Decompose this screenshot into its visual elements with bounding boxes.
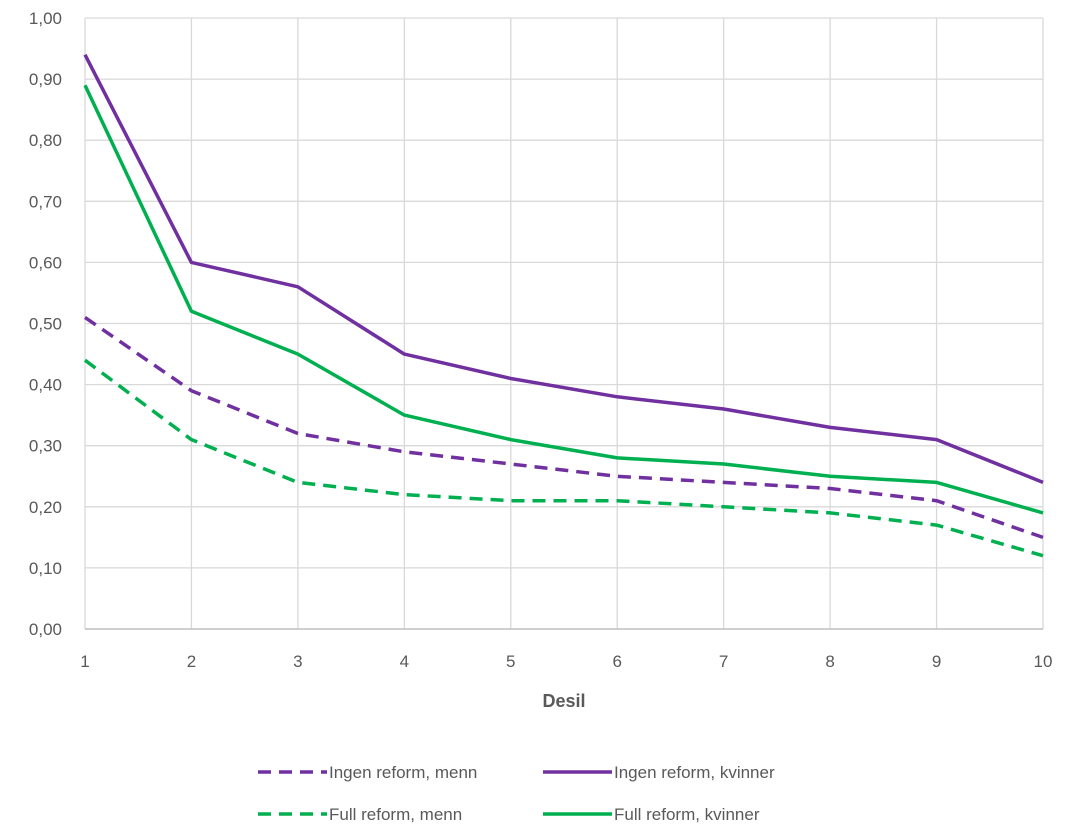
x-tick-label: 1 — [80, 652, 89, 671]
y-tick-label: 0,50 — [29, 315, 62, 334]
legend-item-1: Ingen reform, menn — [258, 763, 477, 782]
legend-item-2: Ingen reform, kvinner — [543, 763, 775, 782]
legend-label: Full reform, kvinner — [614, 805, 760, 824]
x-axis-title: Desil — [542, 691, 585, 711]
legend: Ingen reform, menn Ingen reform, kvinner F… — [258, 763, 775, 824]
y-tick-label: 0,30 — [29, 437, 62, 456]
legend-label: Ingen reform, menn — [329, 763, 477, 782]
tick-labels: 0,00 0,10 0,20 0,30 0,40 0,50 0,60 0,70 0,80 0,90… — [29, 9, 1053, 671]
y-tick-label: 0,10 — [29, 559, 62, 578]
x-tick-label: 6 — [612, 652, 621, 671]
y-tick-label: 0,20 — [29, 498, 62, 517]
series-line-1 — [84, 315, 1044, 540]
legend-label: Full reform, menn — [329, 805, 462, 824]
legend-item-4: Full reform, kvinner — [543, 805, 760, 824]
legend-label: Ingen reform, kvinner — [614, 763, 775, 782]
x-tick-label: 10 — [1034, 652, 1053, 671]
y-tick-label: 0,90 — [29, 70, 62, 89]
x-tick-label: 8 — [825, 652, 834, 671]
x-tick-label: 4 — [400, 652, 409, 671]
x-tick-label: 7 — [719, 652, 728, 671]
x-tick-label: 3 — [293, 652, 302, 671]
y-tick-label: 1,00 — [29, 9, 62, 28]
y-tick-label: 0,40 — [29, 376, 62, 395]
y-tick-label: 0,00 — [29, 620, 62, 639]
series-line-2 — [83, 53, 1044, 485]
series-lines — [83, 53, 1044, 558]
gridlines — [84, 17, 1044, 629]
series-line-4 — [83, 84, 1044, 515]
series-line-3 — [83, 358, 1044, 558]
y-tick-label: 0,80 — [29, 131, 62, 150]
x-tick-label: 5 — [506, 652, 515, 671]
y-tick-label: 0,70 — [29, 192, 62, 211]
legend-item-3: Full reform, menn — [258, 805, 462, 824]
x-tick-label: 2 — [187, 652, 196, 671]
x-tick-label: 9 — [932, 652, 941, 671]
y-tick-label: 0,60 — [29, 253, 62, 272]
